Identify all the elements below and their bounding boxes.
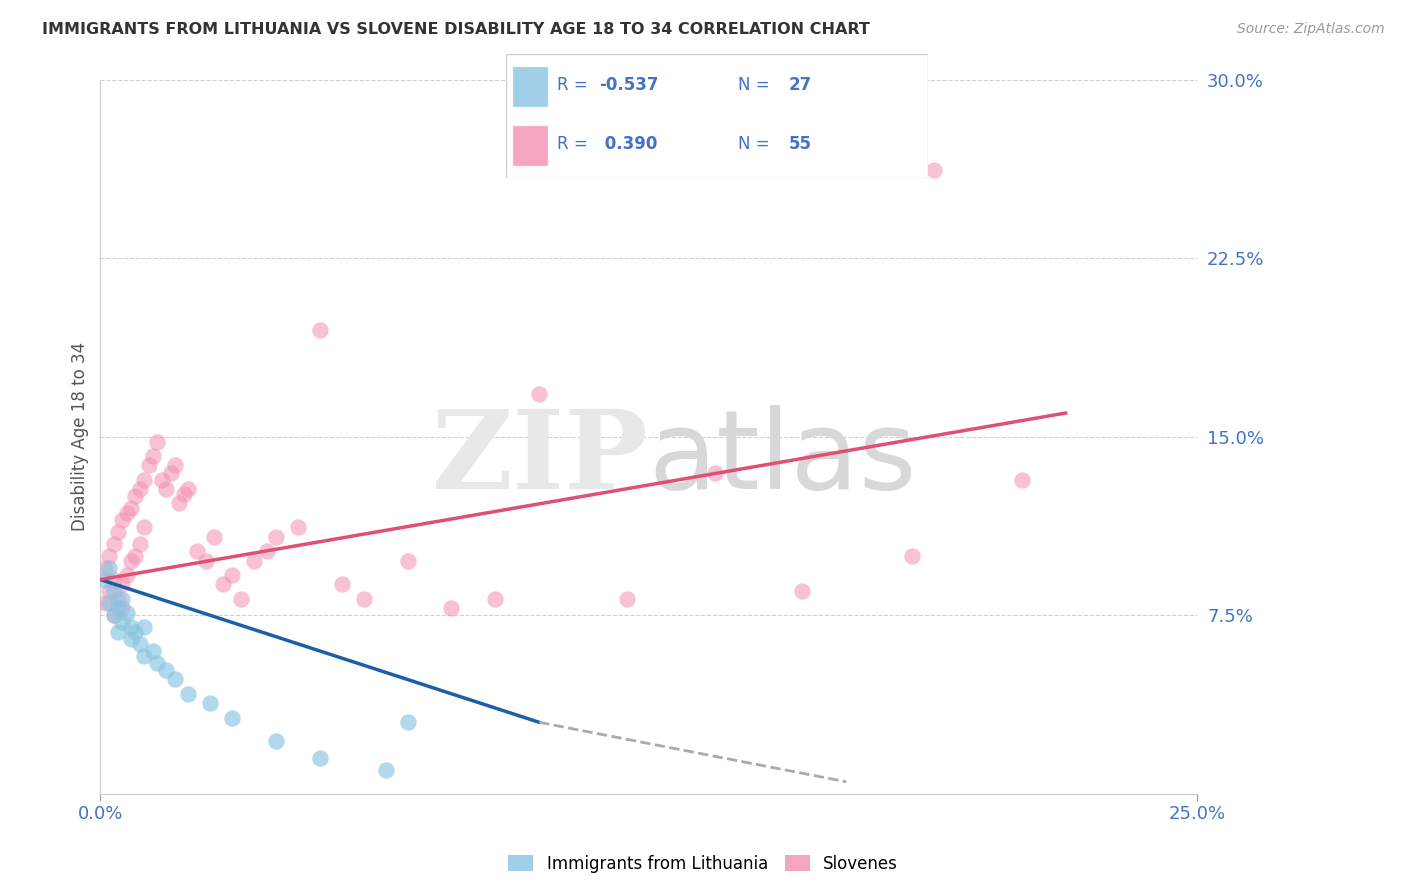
Point	[120, 501, 142, 516]
Point	[120, 632, 142, 646]
Point	[243, 553, 266, 567]
Point	[374, 763, 396, 777]
Point	[792, 584, 814, 599]
Legend: Immigrants from Lithuania, Slovenes: Immigrants from Lithuania, Slovenes	[502, 848, 904, 880]
Point	[221, 567, 243, 582]
Point	[177, 687, 200, 701]
Point	[1011, 473, 1033, 487]
Point	[107, 591, 129, 606]
Point	[146, 656, 169, 670]
Point	[484, 591, 506, 606]
Text: N =: N =	[738, 76, 769, 94]
Point	[111, 601, 134, 615]
Text: Source: ZipAtlas.com: Source: ZipAtlas.com	[1237, 22, 1385, 37]
Point	[103, 573, 125, 587]
Point	[142, 644, 165, 658]
Point	[93, 596, 115, 610]
Point	[111, 577, 134, 591]
Point	[124, 489, 146, 503]
Point	[330, 577, 353, 591]
Text: 0.390: 0.390	[599, 135, 658, 153]
Point	[264, 530, 287, 544]
Point	[901, 549, 924, 563]
Point	[103, 584, 125, 599]
Point	[134, 520, 156, 534]
Text: -0.537: -0.537	[599, 76, 658, 94]
Point	[103, 608, 125, 623]
Point	[142, 449, 165, 463]
Text: ZIP: ZIP	[432, 405, 648, 512]
Point	[287, 520, 309, 534]
Point	[115, 567, 138, 582]
Text: IMMIGRANTS FROM LITHUANIA VS SLOVENE DISABILITY AGE 18 TO 34 CORRELATION CHART: IMMIGRANTS FROM LITHUANIA VS SLOVENE DIS…	[42, 22, 870, 37]
Point	[128, 637, 150, 651]
Point	[134, 648, 156, 663]
Point	[155, 482, 177, 496]
Point	[396, 715, 419, 730]
Point	[98, 549, 121, 563]
Point	[111, 513, 134, 527]
Point	[194, 553, 217, 567]
Point	[221, 710, 243, 724]
Point	[204, 530, 226, 544]
Point	[134, 620, 156, 634]
Point	[264, 734, 287, 748]
Point	[703, 466, 725, 480]
Point	[120, 553, 142, 567]
Point	[124, 549, 146, 563]
Point	[98, 560, 121, 574]
Point	[198, 696, 221, 710]
Point	[177, 482, 200, 496]
Point	[308, 323, 330, 337]
Point	[163, 458, 186, 473]
Text: 27: 27	[789, 76, 813, 94]
Text: 55: 55	[789, 135, 811, 153]
Point	[308, 751, 330, 765]
Point	[155, 663, 177, 677]
Point	[159, 466, 181, 480]
Point	[173, 487, 195, 501]
Point	[93, 560, 115, 574]
FancyBboxPatch shape	[512, 66, 548, 106]
Point	[115, 606, 138, 620]
Point	[120, 620, 142, 634]
Point	[98, 596, 121, 610]
Point	[150, 473, 173, 487]
Point	[128, 537, 150, 551]
Point	[107, 624, 129, 639]
FancyBboxPatch shape	[512, 126, 548, 166]
Point	[440, 601, 463, 615]
Point	[163, 673, 186, 687]
Text: atlas: atlas	[648, 405, 917, 512]
Point	[111, 615, 134, 630]
Point	[922, 163, 945, 178]
Point	[107, 601, 129, 615]
Text: N =: N =	[738, 135, 769, 153]
Point	[229, 591, 252, 606]
Y-axis label: Disability Age 18 to 34: Disability Age 18 to 34	[72, 343, 89, 532]
Point	[98, 584, 121, 599]
Point	[103, 608, 125, 623]
Point	[146, 434, 169, 449]
Point	[107, 524, 129, 539]
Point	[128, 482, 150, 496]
Point	[396, 553, 419, 567]
Point	[616, 591, 638, 606]
Point	[93, 573, 115, 587]
Point	[527, 387, 550, 401]
Point	[134, 473, 156, 487]
Point	[138, 458, 160, 473]
Text: R =: R =	[557, 135, 588, 153]
Point	[115, 506, 138, 520]
Text: R =: R =	[557, 76, 588, 94]
Point	[169, 496, 191, 510]
Point	[124, 624, 146, 639]
Point	[256, 544, 278, 558]
Point	[111, 591, 134, 606]
Point	[103, 537, 125, 551]
FancyBboxPatch shape	[506, 54, 928, 178]
Point	[212, 577, 235, 591]
Point	[186, 544, 208, 558]
Point	[353, 591, 375, 606]
